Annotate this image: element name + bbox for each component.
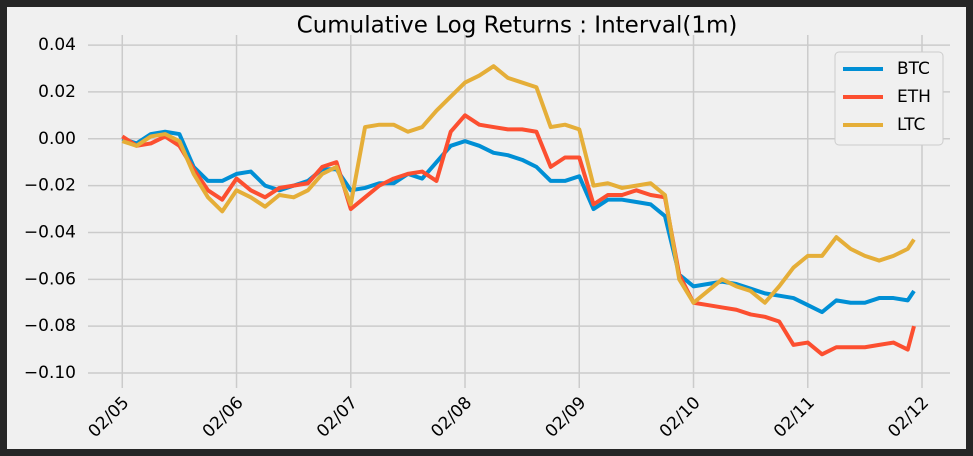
series-line bbox=[121, 129, 916, 315]
series-line bbox=[121, 64, 916, 305]
legend-label: LTC bbox=[897, 115, 925, 135]
y-tick-label: 0.00 bbox=[38, 129, 76, 149]
legend-label: BTC bbox=[897, 59, 930, 79]
y-tick-label: 0.02 bbox=[38, 82, 76, 102]
figure-background bbox=[7, 7, 966, 449]
y-tick-label: −0.04 bbox=[24, 222, 76, 242]
chart-title: Cumulative Log Returns : Interval(1m) bbox=[297, 13, 738, 39]
legend-box bbox=[834, 51, 944, 146]
y-tick-label: −0.02 bbox=[24, 176, 76, 196]
legend-label: ETH bbox=[897, 87, 931, 107]
series-line bbox=[121, 113, 916, 357]
y-tick-label: −0.10 bbox=[24, 363, 76, 383]
y-tick-label: −0.06 bbox=[24, 269, 76, 289]
y-tick-label: 0.04 bbox=[38, 35, 76, 55]
y-tick-label: −0.08 bbox=[24, 316, 76, 336]
